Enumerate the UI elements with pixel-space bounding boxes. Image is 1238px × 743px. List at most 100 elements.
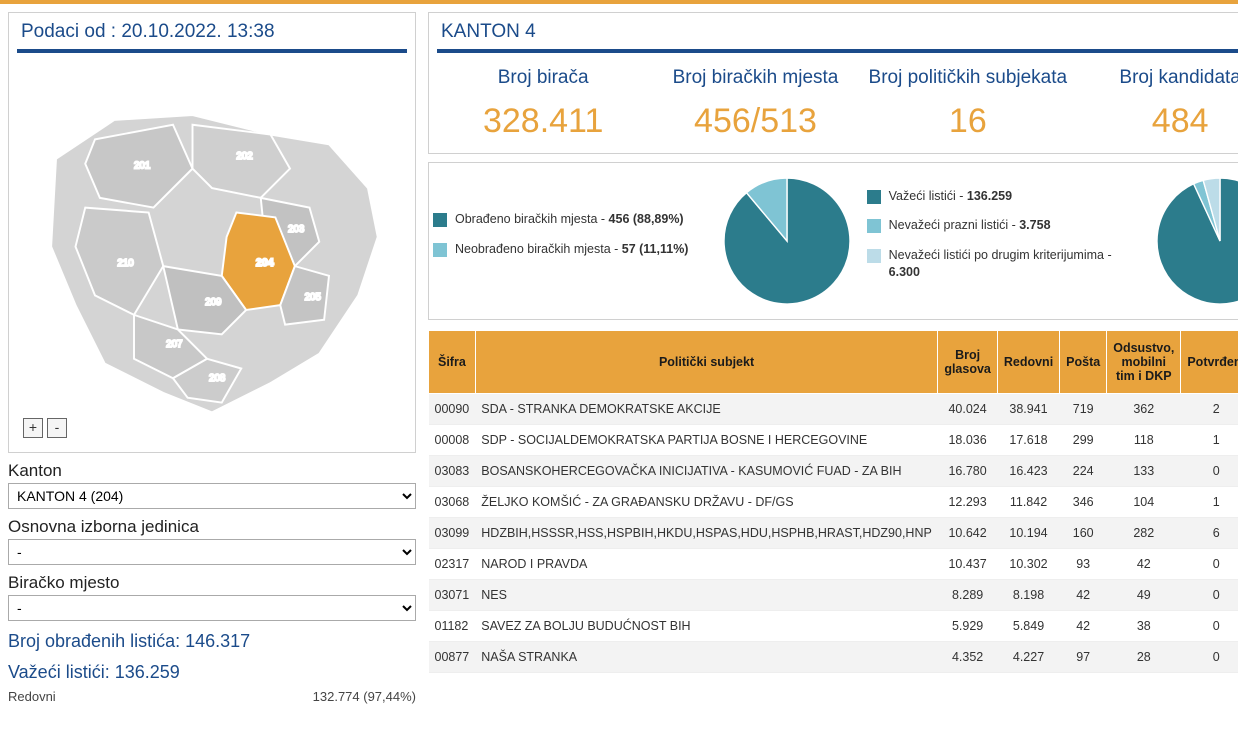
table-header-cell[interactable]: Pošta (1060, 330, 1107, 393)
legend-swatch (867, 249, 881, 263)
table-cell: NES (475, 579, 938, 610)
table-cell: 03083 (429, 455, 476, 486)
page: Podaci od : 20.10.2022. 13:38 201 202 (0, 4, 1238, 712)
summary-value: 484 (1074, 102, 1238, 141)
table-cell: 104 (1107, 486, 1181, 517)
table-header-cell[interactable]: Odsustvo, mobilni tim i DKP (1107, 330, 1181, 393)
region-map[interactable]: 201 202 203 204 210 (17, 59, 407, 444)
legend-item: Važeći listići - 136.259 (867, 188, 1141, 206)
pie-panel: Obrađeno biračkih mjesta - 456 (88,89%) N… (428, 162, 1238, 320)
zoom-out-button[interactable]: - (47, 418, 67, 438)
table-cell: 0 (1181, 548, 1238, 579)
table-row[interactable]: 03068ŽELJKO KOMŠIĆ - ZA GRAĐANSKU DRŽAVU… (429, 486, 1238, 517)
summary-value: 16 (862, 102, 1074, 141)
region-title: KANTON 4 (437, 17, 1238, 53)
zoom-in-button[interactable]: + (23, 418, 43, 438)
table-row[interactable]: 02317NAROD I PRAVDA10.43710.302934207,66 (429, 548, 1238, 579)
summary-label: Broj biračkih mjesta (649, 67, 861, 90)
map-label-203: 203 (288, 224, 304, 235)
legend-text: Obrađeno biračkih mjesta - 456 (88,89%) (455, 211, 684, 229)
legend-text: Važeći listići - 136.259 (889, 188, 1012, 206)
summary-row: Broj birača 328.411Broj biračkih mjesta 45… (437, 59, 1238, 145)
processed-ballots: Broj obrađenih listića: 146.317 (8, 631, 416, 652)
table-cell: 362 (1107, 393, 1181, 424)
summary-item: Broj biračkih mjesta 456/513 (649, 67, 861, 141)
oij-select[interactable]: - (8, 539, 416, 565)
summary-item: Broj političkih subjekata16 (862, 67, 1074, 141)
results-table: ŠifraPolitički subjektBroj glasovaRedovn… (428, 330, 1238, 673)
table-cell: 10.437 (938, 548, 998, 579)
table-cell: 4.227 (997, 641, 1059, 672)
table-cell: ŽELJKO KOMŠIĆ - ZA GRAĐANSKU DRŽAVU - DF… (475, 486, 938, 517)
table-cell: 224 (1060, 455, 1107, 486)
legend-item: Nevažeći listići po drugim kriterijumima… (867, 247, 1141, 282)
map-label-209: 209 (205, 297, 221, 308)
breakdown-value: 132.774 (97,44%) (313, 689, 416, 704)
table-cell: 93 (1060, 548, 1107, 579)
legend-swatch (433, 243, 447, 257)
legend-swatch (867, 219, 881, 233)
table-cell: 118 (1107, 424, 1181, 455)
bm-select[interactable]: - (8, 595, 416, 621)
table-cell: 03068 (429, 486, 476, 517)
table-row[interactable]: 00008SDP - SOCIJALDEMOKRATSKA PARTIJA BO… (429, 424, 1238, 455)
table-cell: 97 (1060, 641, 1107, 672)
table-cell: 6 (1181, 517, 1238, 548)
table-header-cell[interactable]: Potvrđeni (1181, 330, 1238, 393)
table-header-cell[interactable]: Redovni (997, 330, 1059, 393)
table-header-cell[interactable]: Politički subjekt (475, 330, 938, 393)
region-header-panel: KANTON 4 Broj birača 328.411Broj biračkih… (428, 12, 1238, 154)
table-cell: 133 (1107, 455, 1181, 486)
summary-item: Broj kandidata 484 (1074, 67, 1238, 141)
table-row[interactable]: 03083BOSANSKOHERCEGOVAČKA INICIJATIVA - … (429, 455, 1238, 486)
legend-swatch (433, 213, 447, 227)
kanton-select[interactable]: KANTON 4 (204) (8, 483, 416, 509)
legend-text: Neobrađeno biračkih mjesta - 57 (11,11%) (455, 241, 688, 259)
table-cell: 11.842 (997, 486, 1059, 517)
map-label-207: 207 (166, 339, 182, 350)
table-cell: NAROD I PRAVDA (475, 548, 938, 579)
summary-value: 328.411 (437, 102, 649, 141)
table-cell: 42 (1060, 610, 1107, 641)
map-label-205: 205 (305, 292, 322, 303)
table-cell: 8.198 (997, 579, 1059, 610)
legend-item: Neobrađeno biračkih mjesta - 57 (11,11%) (433, 241, 707, 259)
table-cell: 1 (1181, 424, 1238, 455)
table-cell: 0 (1181, 579, 1238, 610)
zoom-controls: + - (23, 418, 67, 438)
table-cell: 17.618 (997, 424, 1059, 455)
table-cell: 16.423 (997, 455, 1059, 486)
legend-item: Nevažeći prazni listići - 3.758 (867, 217, 1141, 235)
summary-label: Broj kandidata (1074, 67, 1238, 90)
table-cell: 18.036 (938, 424, 998, 455)
table-row[interactable]: 01182SAVEZ ZA BOLJU BUDUĆNOST BIH5.9295.… (429, 610, 1238, 641)
summary-value: 456/513 (649, 102, 861, 141)
filters: Kanton KANTON 4 (204) Osnovna izborna je… (8, 461, 416, 704)
table-header-cell[interactable]: Šifra (429, 330, 476, 393)
table-row[interactable]: 00090SDA - STRANKA DEMOKRATSKE AKCIJE40.… (429, 393, 1238, 424)
pie1-legend: Obrađeno biračkih mjesta - 456 (88,89%) N… (433, 211, 707, 270)
map-label-202: 202 (236, 151, 252, 162)
table-cell: 16.780 (938, 455, 998, 486)
table-cell: 299 (1060, 424, 1107, 455)
table-row[interactable]: 00877NAŠA STRANKA4.3524.227972803,19 (429, 641, 1238, 672)
table-cell: 4.352 (938, 641, 998, 672)
table-cell: SDA - STRANKA DEMOKRATSKE AKCIJE (475, 393, 938, 424)
table-cell: 160 (1060, 517, 1107, 548)
table-cell: HDZBIH,HSSSR,HSS,HSPBIH,HKDU,HSPAS,HDU,H… (475, 517, 938, 548)
map-label-208: 208 (209, 373, 225, 384)
map-container: 201 202 203 204 210 (17, 59, 407, 444)
map-label-210: 210 (117, 258, 134, 269)
summary-label: Broj birača (437, 67, 649, 90)
kanton-label: Kanton (8, 461, 416, 481)
table-cell: 8.289 (938, 579, 998, 610)
table-cell: 0 (1181, 610, 1238, 641)
ballots-breakdown-row: Redovni 132.774 (97,44%) (8, 689, 416, 704)
table-row[interactable]: 03071NES8.2898.198424906,08 (429, 579, 1238, 610)
table-cell: 5.849 (997, 610, 1059, 641)
data-timestamp: Podaci od : 20.10.2022. 13:38 (17, 17, 407, 53)
legend-item: Obrađeno biračkih mjesta - 456 (88,89%) (433, 211, 707, 229)
table-row[interactable]: 03099HDZBIH,HSSSR,HSS,HSPBIH,HKDU,HSPAS,… (429, 517, 1238, 548)
table-cell: 38 (1107, 610, 1181, 641)
table-header-cell[interactable]: Broj glasova (938, 330, 998, 393)
